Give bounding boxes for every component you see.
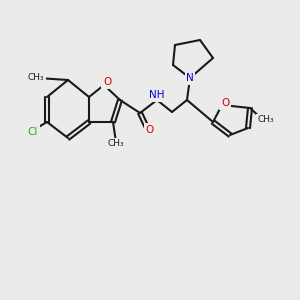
Text: O: O bbox=[103, 77, 111, 87]
Text: Cl: Cl bbox=[28, 127, 38, 137]
Text: CH₃: CH₃ bbox=[28, 74, 44, 82]
Text: NH: NH bbox=[149, 90, 165, 100]
Text: O: O bbox=[221, 98, 229, 108]
Text: CH₃: CH₃ bbox=[108, 140, 124, 148]
Text: O: O bbox=[146, 125, 154, 135]
Text: CH₃: CH₃ bbox=[258, 116, 274, 124]
Text: N: N bbox=[186, 73, 194, 83]
